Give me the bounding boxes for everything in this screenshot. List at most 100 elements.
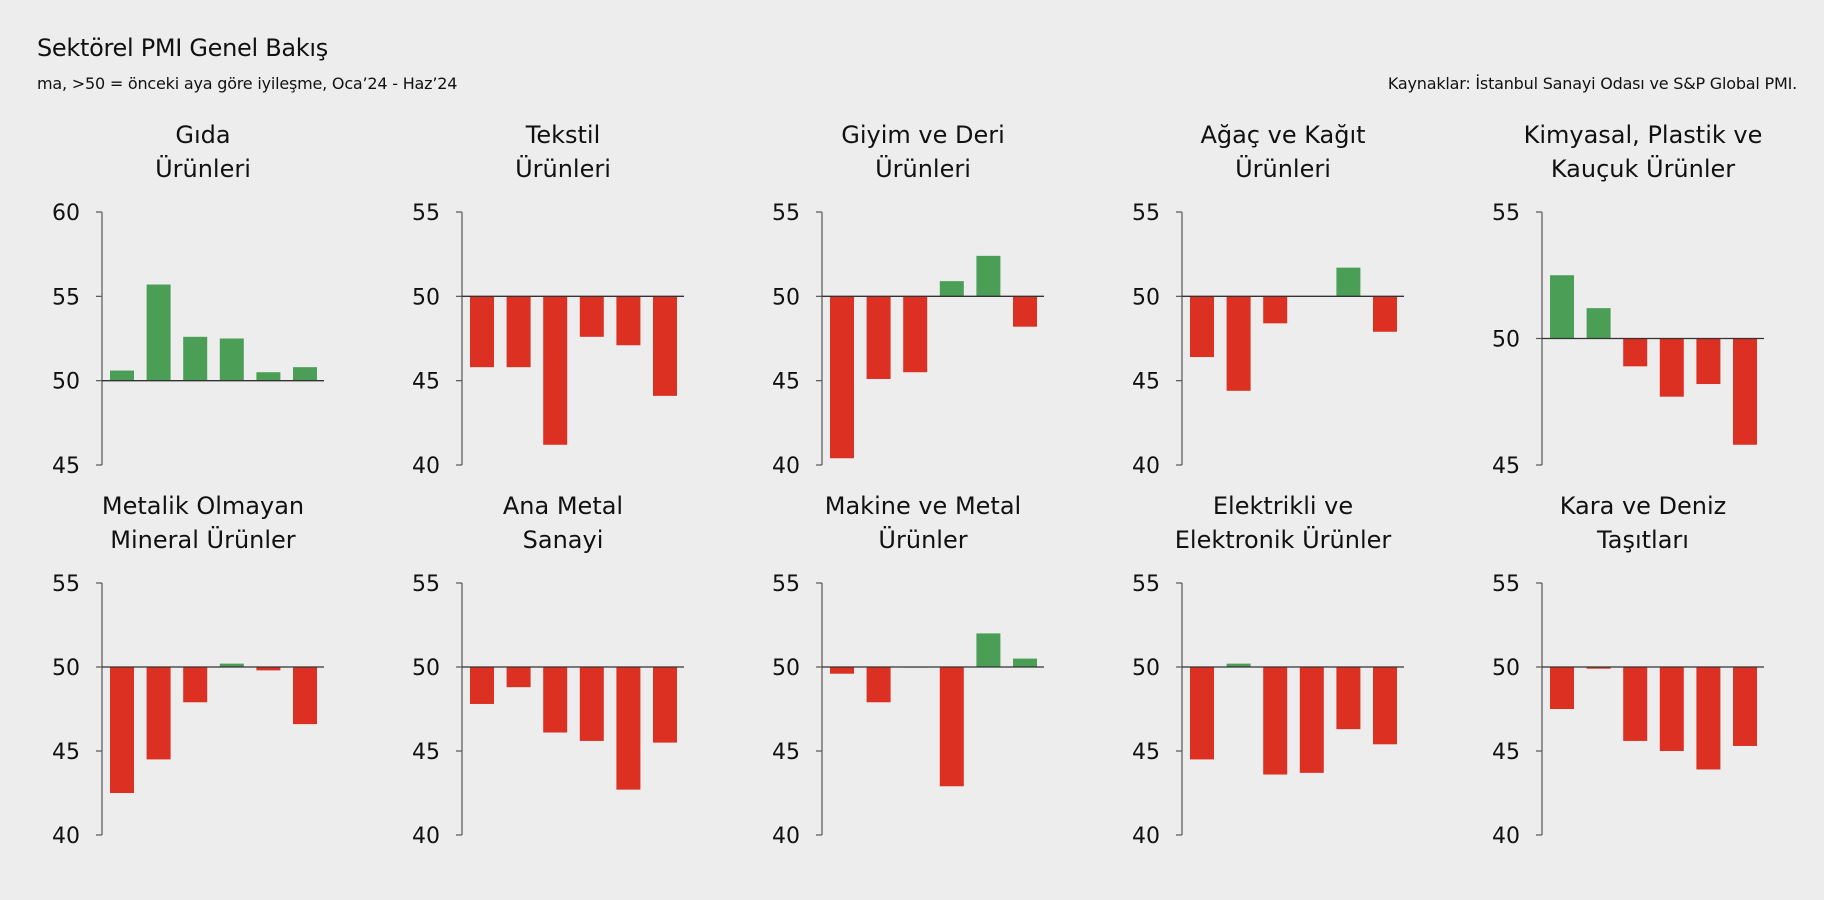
bar-şub: [1226, 296, 1251, 391]
bar-nis: [1659, 338, 1684, 397]
y-tick-label: 55: [772, 201, 800, 226]
bar-oca: [1550, 667, 1574, 709]
chart-title-line: Sanayi: [523, 526, 604, 554]
chart-title-line: Kimyasal, Plastik ve: [1524, 121, 1763, 149]
sector-chart-10: Kara ve Deniz Taşıtları 40 45 50 55: [1492, 492, 1764, 849]
bar-haz: [293, 667, 317, 725]
chart-title-line: Ağaç ve Kağıt: [1200, 121, 1365, 149]
y-tick-label: 55: [52, 572, 80, 597]
y-tick-label: 45: [412, 740, 440, 765]
y-tick-label: 45: [1132, 740, 1160, 765]
y-tick-label: 50: [772, 285, 800, 310]
page-subtitle: ma, >50 = önceki aya göre iyileşme, Oca’…: [37, 74, 458, 93]
sector-chart-2: Tekstil Ürünleri 40 45 50 55: [412, 121, 684, 479]
bar-şub: [1586, 667, 1611, 669]
chart-title-line: Kara ve Deniz: [1560, 492, 1727, 520]
bar-haz: [653, 296, 677, 396]
y-tick-label: 45: [1492, 454, 1520, 479]
bar-mar: [183, 336, 208, 381]
y-tick-label: 45: [52, 740, 80, 765]
chart-title-line: Ürünleri: [515, 154, 611, 183]
page-title: Sektörel PMI Genel Bakış: [37, 34, 328, 62]
y-tick-label: 40: [1132, 824, 1160, 849]
chart-title-line: Metalik Olmayan: [102, 492, 304, 520]
bar-mar: [1263, 296, 1288, 324]
bar-haz: [1373, 667, 1397, 745]
y-tick-label: 55: [1492, 201, 1520, 226]
bar-nis: [579, 296, 604, 337]
sector-chart-9: Elektrikli ve Elektronik Ürünler 40 45 50 55: [1132, 492, 1404, 849]
chart-title-line: Makine ve Metal: [825, 492, 1021, 520]
chart-title-line: Ürünleri: [155, 154, 251, 183]
bar-haz: [1733, 667, 1757, 746]
bar-mar: [543, 296, 568, 445]
y-tick-label: 40: [772, 824, 800, 849]
y-tick-label: 50: [52, 370, 80, 395]
y-tick-label: 55: [772, 572, 800, 597]
y-tick-label: 55: [412, 201, 440, 226]
y-tick-label: 40: [1132, 454, 1160, 479]
chart-title-line: Elektronik Ürünler: [1175, 525, 1392, 554]
bar-haz: [1013, 296, 1037, 327]
y-tick-label: 60: [52, 201, 80, 226]
bar-mar: [183, 667, 208, 703]
bar-oca: [1190, 667, 1214, 760]
bar-oca: [1190, 296, 1214, 358]
y-tick-label: 50: [1132, 285, 1160, 310]
bar-şub: [506, 667, 531, 688]
bar-may: [976, 255, 1001, 297]
y-tick-label: 40: [1492, 824, 1520, 849]
y-tick-label: 50: [1492, 656, 1520, 681]
bar-nis: [219, 663, 244, 667]
y-tick-label: 45: [1132, 370, 1160, 395]
bar-may: [1336, 267, 1361, 297]
bar-şub: [1586, 308, 1611, 339]
bar-haz: [653, 667, 677, 743]
bar-may: [976, 633, 1001, 667]
bar-may: [616, 667, 641, 790]
bar-oca: [110, 370, 134, 381]
y-tick-label: 50: [412, 656, 440, 681]
y-tick-label: 55: [52, 285, 80, 310]
chart-title-line: Elektrikli ve: [1213, 492, 1353, 520]
y-tick-label: 45: [772, 370, 800, 395]
chart-title-line: Gıda: [175, 121, 230, 149]
bar-mar: [1623, 338, 1648, 367]
bar-şub: [866, 667, 891, 703]
y-tick-label: 40: [772, 454, 800, 479]
chart-title-line: Ana Metal: [503, 492, 623, 520]
sector-chart-8: Makine ve Metal Ürünler 40 45 50 55: [772, 492, 1044, 849]
bar-şub: [866, 296, 891, 379]
bar-haz: [1013, 658, 1037, 667]
chart-title-line: Ürünleri: [1235, 154, 1331, 183]
bar-may: [1696, 338, 1721, 385]
bar-nis: [1299, 667, 1324, 773]
sector-chart-7: Ana Metal Sanayi 40 45 50 55: [412, 492, 684, 849]
bar-may: [256, 372, 281, 381]
chart-title-line: Taşıtları: [1596, 526, 1689, 554]
bar-may: [1336, 667, 1361, 730]
y-tick-label: 50: [772, 656, 800, 681]
source-note: Kaynaklar: İstanbul Sanayi Odası ve S&P …: [1387, 74, 1797, 93]
sector-chart-6: Metalik Olmayan Mineral Ürünler 40 45 50 55: [52, 492, 324, 849]
bar-nis: [939, 281, 964, 297]
y-tick-label: 55: [412, 572, 440, 597]
sector-chart-5: Kimyasal, Plastik ve Kauçuk Ürünler 45 50 55: [1492, 121, 1764, 479]
bar-nis: [219, 338, 244, 381]
bar-nis: [579, 667, 604, 741]
y-tick-label: 40: [412, 454, 440, 479]
bar-haz: [293, 367, 317, 381]
chart-title-line: Tekstil: [525, 121, 601, 149]
y-tick-label: 40: [52, 824, 80, 849]
chart-title-line: Kauçuk Ürünler: [1551, 154, 1735, 183]
bar-nis: [939, 667, 964, 787]
y-tick-label: 40: [412, 824, 440, 849]
chart-title-line: Mineral Ürünler: [110, 525, 296, 554]
bar-nis: [1659, 667, 1684, 751]
bar-oca: [1550, 275, 1574, 339]
y-tick-label: 45: [52, 454, 80, 479]
y-tick-label: 55: [1132, 201, 1160, 226]
sector-chart-1: Gıda Ürünleri 45 50 55 60: [52, 121, 324, 479]
bar-mar: [903, 296, 928, 373]
